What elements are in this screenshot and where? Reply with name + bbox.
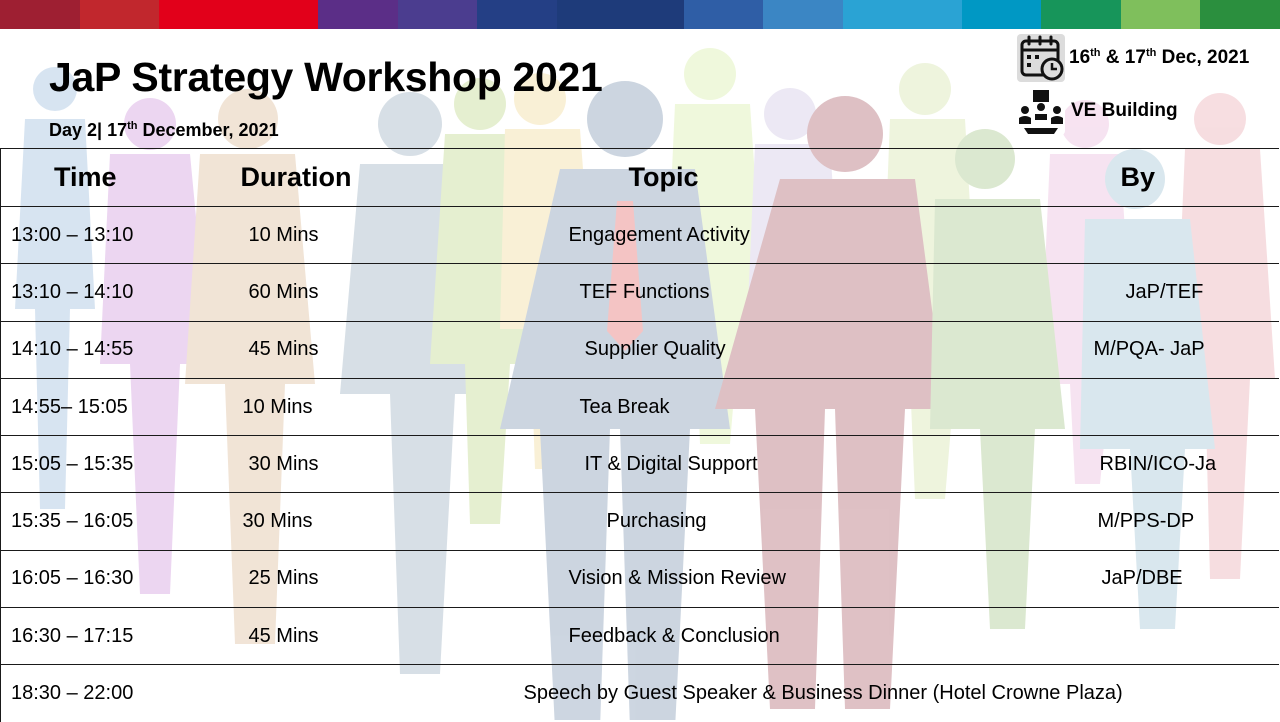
time-cell: 14:55– 15:05 [0, 377, 201, 437]
top-color-stripe [0, 0, 1280, 29]
topic-cell: Feedback & Conclusion [400, 607, 1011, 666]
duration-cell: 10 Mins [200, 377, 401, 437]
time-cell: 16:05 – 16:30 [0, 549, 201, 609]
time-cell: 13:00 – 13:10 [0, 205, 201, 265]
time-cell: 15:05 – 15:35 [0, 435, 201, 494]
stripe-segment [683, 0, 764, 29]
presenter-audience-icon [1016, 86, 1066, 136]
by-cell [1010, 205, 1279, 265]
event-date: 16th & 17th Dec, 2021 [1016, 33, 1249, 83]
table-row: 15:35 – 16:05 30 Mins Purchasing M/PPS-D… [0, 492, 1279, 551]
duration-cell: 25 Mins [200, 549, 401, 609]
topic-cell: Vision & Mission Review [400, 549, 1011, 609]
agenda-table: Time Duration Topic By 13:00 – 13:10 10 … [0, 148, 1279, 722]
page-title: JaP Strategy Workshop 2021 [49, 54, 603, 100]
column-header-time: Time [0, 148, 201, 207]
time-cell: 13:10 – 14:10 [0, 263, 201, 322]
table-row: 13:10 – 14:10 60 Mins TEF Functions JaP/… [0, 263, 1279, 322]
by-cell: M/PPS-DP [1010, 492, 1279, 551]
duration-cell: 45 Mins [200, 320, 401, 379]
calendar-clock-icon [1016, 33, 1066, 83]
stripe-segment [842, 0, 962, 29]
topic-cell: Engagement Activity [400, 205, 1011, 265]
table-row: 13:00 – 13:10 10 Mins Engagement Activit… [0, 205, 1279, 265]
table-row: 16:30 – 17:15 45 Mins Feedback & Conclus… [0, 607, 1279, 666]
stripe-segment [79, 0, 159, 29]
duration-cell: 45 Mins [200, 607, 401, 666]
venue-text: VE Building [1071, 100, 1178, 121]
topic-cell: Supplier Quality [400, 320, 1011, 379]
time-cell: 16:30 – 17:15 [0, 607, 201, 666]
stripe-segment [159, 0, 318, 29]
table-row: 14:55– 15:05 10 Mins Tea Break [0, 377, 1279, 437]
date-start-day: 16 [1069, 47, 1091, 68]
duration-cell: 30 Mins [200, 435, 401, 494]
date-end-suffix: th [1145, 47, 1157, 59]
date-month-year: Dec, 2021 [1156, 47, 1250, 68]
date-start-suffix: th [1090, 47, 1101, 59]
subtitle-text: Day 2| 17 [49, 120, 128, 140]
duration-cell: 60 Mins [200, 263, 401, 322]
column-header-by: By [1010, 148, 1279, 207]
page-subtitle: Day 2| 17th December, 2021 [49, 120, 279, 141]
stripe-segment [318, 0, 398, 29]
by-cell: JaP/DBE [1010, 549, 1279, 609]
time-cell: 15:35 – 16:05 [0, 492, 201, 551]
event-date-text: 16th & 17th Dec, 2021 [1069, 47, 1249, 69]
topic-cell: IT & Digital Support [400, 435, 1011, 494]
event-venue: VE Building [1016, 86, 1178, 136]
stripe-segment [961, 0, 1042, 29]
duration-cell: 30 Mins [200, 492, 401, 551]
stripe-segment [0, 0, 80, 29]
topic-cell: Tea Break [400, 377, 1011, 437]
stripe-segment [1200, 0, 1280, 29]
table-row: 15:05 – 15:35 30 Mins IT & Digital Suppo… [0, 435, 1279, 494]
table-row-final: 18:30 – 22:00 Speech by Guest Speaker & … [0, 664, 1279, 722]
stripe-segment [763, 0, 843, 29]
by-cell [1010, 607, 1279, 666]
column-header-duration: Duration [200, 148, 401, 207]
subtitle-text-end: December, 2021 [137, 120, 279, 140]
stripe-segment [397, 0, 477, 29]
duration-cell: 10 Mins [200, 205, 401, 265]
stripe-segment [1041, 0, 1121, 29]
stripe-segment [477, 0, 557, 29]
by-cell: RBIN/ICO-Ja [1010, 435, 1279, 494]
time-cell: 18:30 – 22:00 [0, 664, 201, 722]
by-cell [1010, 377, 1279, 437]
dinner-cell: Speech by Guest Speaker & Business Dinne… [200, 664, 1279, 722]
table-header-row: Time Duration Topic By [0, 148, 1279, 207]
by-cell: M/PQA- JaP [1010, 320, 1279, 379]
time-cell: 14:10 – 14:55 [0, 320, 201, 379]
table-row: 14:10 – 14:55 45 Mins Supplier Quality M… [0, 320, 1279, 379]
by-cell: JaP/TEF [1010, 263, 1279, 322]
stripe-segment [556, 0, 684, 29]
column-header-topic: Topic [400, 148, 1011, 207]
table-row: 16:05 – 16:30 25 Mins Vision & Mission R… [0, 549, 1279, 609]
topic-cell: Purchasing [400, 492, 1011, 551]
stripe-segment [1120, 0, 1201, 29]
date-end-day: & 17 [1100, 47, 1146, 68]
topic-cell: TEF Functions [400, 263, 1011, 322]
subtitle-superscript: th [127, 120, 138, 132]
